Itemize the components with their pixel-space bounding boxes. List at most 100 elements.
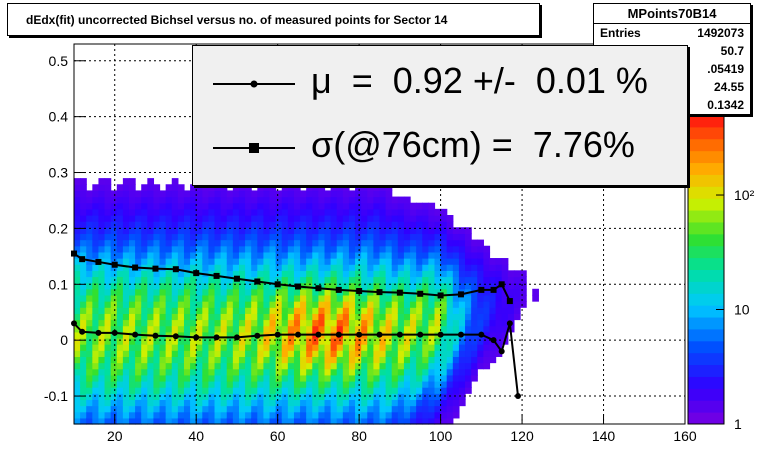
heatmap-cell bbox=[330, 417, 338, 425]
heatmap-cell bbox=[379, 294, 387, 302]
heatmap-cell bbox=[416, 368, 423, 376]
heatmap-cell bbox=[208, 405, 216, 413]
heatmap-cell bbox=[147, 233, 155, 241]
heatmap-cell bbox=[318, 282, 326, 290]
heatmap-cell bbox=[330, 356, 338, 364]
heatmap-cell bbox=[446, 294, 454, 302]
heatmap-cell bbox=[330, 301, 338, 308]
heatmap-cell bbox=[263, 350, 271, 357]
heatmap-cell bbox=[416, 307, 423, 314]
heatmap-cell bbox=[397, 294, 405, 302]
heatmap-cell bbox=[153, 337, 161, 345]
heatmap-cell bbox=[104, 208, 112, 216]
heatmap-cell bbox=[74, 264, 81, 271]
heatmap-cell bbox=[465, 368, 472, 376]
heatmap-cell bbox=[520, 276, 527, 284]
data-point bbox=[335, 286, 342, 293]
heatmap-cell bbox=[422, 368, 429, 376]
heatmap-cell bbox=[147, 245, 155, 253]
heatmap-cell bbox=[147, 368, 155, 376]
heatmap-cell bbox=[452, 276, 460, 284]
heatmap-cell bbox=[196, 344, 203, 351]
heatmap-cell bbox=[471, 245, 478, 253]
circle-marker-icon bbox=[250, 80, 258, 88]
heatmap-cell bbox=[226, 393, 234, 401]
heatmap-cell bbox=[122, 202, 130, 210]
heatmap-cell bbox=[452, 356, 460, 364]
heatmap-cell bbox=[416, 417, 423, 425]
heatmap-cell bbox=[385, 233, 393, 241]
heatmap-cell bbox=[135, 227, 142, 235]
heatmap-cell bbox=[74, 374, 81, 382]
heatmap-cell bbox=[153, 411, 161, 419]
heatmap-cell bbox=[483, 307, 491, 314]
heatmap-cell bbox=[183, 294, 191, 302]
heatmap-cell bbox=[165, 399, 173, 407]
heatmap-cell bbox=[440, 239, 448, 247]
heatmap-cell bbox=[300, 264, 307, 271]
heatmap-cell bbox=[251, 258, 258, 265]
heatmap-cell bbox=[86, 239, 93, 247]
heatmap-cell bbox=[446, 344, 454, 351]
heatmap-cell bbox=[147, 301, 155, 308]
heatmap-cell bbox=[232, 208, 240, 216]
heatmap-cell bbox=[74, 411, 81, 419]
heatmap-cell bbox=[416, 215, 423, 222]
heatmap-cell bbox=[257, 202, 265, 210]
heatmap-cell bbox=[159, 258, 167, 265]
heatmap-cell bbox=[226, 202, 234, 210]
heatmap-cell bbox=[110, 227, 118, 235]
data-point bbox=[396, 289, 403, 296]
heatmap-cell bbox=[153, 380, 161, 388]
heatmap-cell bbox=[202, 288, 210, 296]
heatmap-cell bbox=[116, 258, 124, 265]
heatmap-cell bbox=[257, 215, 265, 222]
heatmap-cell bbox=[110, 233, 118, 241]
heatmap-cell bbox=[171, 270, 179, 278]
heatmap-cell bbox=[220, 331, 228, 339]
heatmap-cell bbox=[202, 325, 210, 333]
heatmap-cell bbox=[489, 325, 497, 333]
heatmap-cell bbox=[74, 307, 81, 314]
heatmap-cell bbox=[275, 337, 283, 345]
heatmap-cell bbox=[165, 380, 173, 388]
heatmap-cell bbox=[379, 270, 387, 278]
heatmap-cell bbox=[190, 344, 197, 351]
heatmap-cell bbox=[495, 264, 503, 271]
heatmap-cell bbox=[428, 344, 436, 351]
heatmap-cell bbox=[80, 276, 87, 284]
heatmap-cell bbox=[147, 276, 155, 284]
heatmap-cell bbox=[379, 417, 387, 425]
heatmap-cell bbox=[257, 417, 265, 425]
heatmap-cell bbox=[257, 374, 265, 382]
heatmap-cell bbox=[324, 399, 332, 407]
heatmap-cell bbox=[202, 301, 210, 308]
heatmap-cell bbox=[135, 258, 142, 265]
heatmap-cell bbox=[202, 399, 210, 407]
heatmap-cell bbox=[434, 233, 442, 241]
heatmap-cell bbox=[177, 380, 185, 388]
legend-entry-mu: μ = 0.92 +/- 0.01 % bbox=[193, 54, 687, 114]
heatmap-cell bbox=[379, 325, 387, 333]
heatmap-cell bbox=[367, 190, 374, 198]
heatmap-cell bbox=[410, 307, 417, 314]
heatmap-cell bbox=[318, 362, 326, 370]
heatmap-cell bbox=[141, 258, 148, 265]
color-scale-cell bbox=[688, 138, 724, 152]
heatmap-cell bbox=[269, 208, 277, 216]
heatmap-cell bbox=[373, 227, 381, 235]
heatmap-cell bbox=[183, 399, 191, 407]
heatmap-cell bbox=[196, 202, 203, 210]
heatmap-cell bbox=[80, 239, 87, 247]
heatmap-cell bbox=[410, 362, 417, 370]
heatmap-cell bbox=[385, 356, 393, 364]
heatmap-cell bbox=[373, 208, 381, 216]
heatmap-cell bbox=[257, 387, 265, 394]
heatmap-cell bbox=[232, 417, 240, 425]
heatmap-cell bbox=[379, 215, 387, 222]
heatmap-cell bbox=[513, 313, 521, 321]
heatmap-cell bbox=[355, 202, 362, 210]
heatmap-cell bbox=[128, 270, 136, 278]
heatmap-cell bbox=[202, 239, 210, 247]
heatmap-cell bbox=[300, 393, 307, 401]
